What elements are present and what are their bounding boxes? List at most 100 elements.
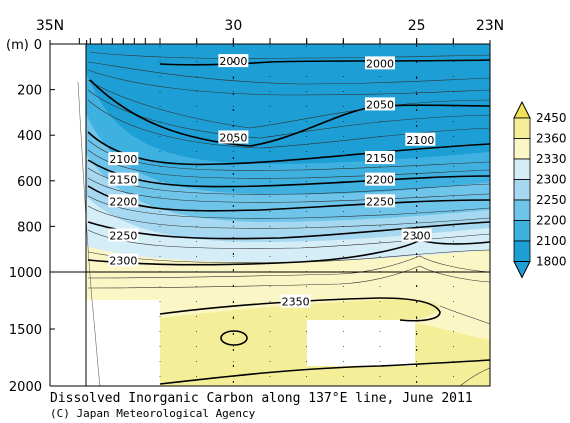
colorbar-label: 2360: [536, 132, 567, 146]
contour-line: [87, 195, 491, 219]
band-below-2100: [86, 44, 490, 164]
y-tick-label: 1500: [9, 323, 42, 338]
credit-text: (C) Japan Meteorological Agency: [50, 407, 256, 420]
contour-label-text: 2350: [282, 296, 310, 309]
x-tick-label: 23N: [476, 18, 504, 34]
contour-label-text: 2200: [109, 195, 137, 208]
contour-label-text: 2200: [366, 174, 394, 187]
colorbar-swatch: [513, 199, 531, 221]
contour-2000: [159, 59, 491, 66]
colorbar-top-arrow: [513, 100, 531, 119]
colorbar-label: 2100: [536, 234, 567, 248]
y-tick-label: 1000: [9, 266, 42, 281]
y-tick-label: 800: [17, 220, 42, 235]
contour-line: [87, 61, 491, 85]
band-2200-2250: [86, 110, 490, 222]
contour-line: [459, 367, 491, 387]
contour-label-bg: [108, 228, 139, 242]
contour-label-text: 2250: [366, 195, 394, 208]
band-2250-2300: [86, 150, 490, 242]
contour-2350-lower: [159, 359, 491, 385]
contour-label: 2300: [108, 253, 139, 268]
contour-2350: [159, 297, 441, 322]
contour-label: 2200: [108, 194, 139, 208]
contour-line: [439, 305, 491, 325]
thin-contour-lines: [77, 51, 491, 387]
contour-2050: [89, 79, 491, 147]
contour-line: [87, 69, 491, 96]
contour-line: [87, 89, 491, 139]
chart-title: Dissolved Inorganic Carbon along 137°E l…: [50, 391, 473, 406]
colorbar: 2450 2360 2330 2300 2250 2200 2100 1800: [513, 100, 567, 279]
contour-label: 2150: [108, 172, 139, 187]
x-tick-label: 35N: [36, 18, 64, 34]
contour-label-text: 2150: [109, 174, 137, 187]
contour-label-text: 2250: [109, 230, 137, 243]
colorbar-bottom-arrow: [513, 261, 531, 279]
y-tick-label: 0: [34, 38, 42, 53]
contour-label: 2100: [405, 132, 436, 147]
colorbar-label: 2330: [536, 152, 567, 166]
contour-line: [87, 205, 491, 229]
x-tick-label: 25: [408, 18, 426, 34]
contour-label-bg: [365, 56, 395, 70]
contour-label-bg: [108, 172, 139, 186]
colorbar-label: 2450: [536, 111, 567, 125]
y-tick-label: 400: [17, 129, 42, 144]
colorbar-swatch: [513, 138, 531, 160]
contour-label-bg: [108, 253, 139, 267]
topography-slope: [77, 81, 101, 387]
contour-fill-layer: [86, 44, 490, 386]
colorbar-swatch: [513, 179, 531, 201]
colorbar-swatch: [513, 240, 531, 262]
contour-label: 2250: [365, 194, 395, 208]
contour-label-text: 2300: [403, 230, 431, 243]
colorbar-swatch: [513, 158, 531, 180]
no-data-masks: [50, 44, 415, 386]
colorbar-label: 2200: [536, 214, 567, 228]
contour-label-text: 2050: [219, 131, 247, 144]
contour-label-text: 2000: [366, 57, 394, 70]
y-axis: (m) 0 200 400 600 800 1000 1500 2000: [6, 38, 490, 395]
y-tick-label: 200: [17, 84, 42, 99]
x-axis: 35N 30 25 23N: [36, 18, 504, 386]
contour-2350-eddy: [220, 330, 248, 346]
contour-line: [87, 149, 491, 179]
contour-line: [87, 79, 491, 129]
contour-label-bg: [365, 194, 395, 208]
colorbar-label: 2250: [536, 193, 567, 207]
contour-label-bg: [218, 54, 249, 68]
contour-label-bg: [405, 132, 436, 146]
contour-label: 2050: [365, 97, 395, 111]
contour-label-text: 2300: [109, 255, 137, 268]
contour-2250: [87, 221, 491, 240]
contour-label-text: 2050: [366, 98, 394, 111]
contour-label: 2250: [108, 228, 139, 243]
contour-2300: [87, 239, 491, 266]
contour-label-text: 2100: [406, 134, 434, 147]
band-2300-2330: [86, 190, 490, 262]
colorbar-label: 1800: [536, 255, 567, 269]
contour-label-bg: [280, 294, 311, 308]
mask-topography: [50, 44, 160, 386]
contour-label: 2000: [365, 56, 395, 70]
colorbar-swatch: [513, 220, 531, 242]
contour-label: 2300: [401, 228, 432, 243]
y-tick-label: 2000: [9, 380, 42, 395]
x-tick-label: 30: [224, 18, 242, 34]
y-tick-label: 600: [17, 175, 42, 190]
contour-label: 2150: [365, 151, 395, 165]
contour-label-bg: [218, 130, 249, 144]
contour-label-text: 2100: [109, 153, 137, 166]
contour-line: [87, 177, 491, 203]
contour-line: [87, 265, 491, 289]
contour-label: 2100: [108, 152, 139, 166]
contour-label-text: 2150: [366, 152, 394, 165]
contour-label-bg: [365, 97, 395, 111]
colorbar-label: 2300: [536, 173, 567, 187]
contour-label: 2000: [218, 54, 249, 68]
contour-label: 2350: [280, 294, 311, 309]
colorbar-swatch: [513, 117, 531, 139]
contour-label-bg: [365, 172, 395, 186]
